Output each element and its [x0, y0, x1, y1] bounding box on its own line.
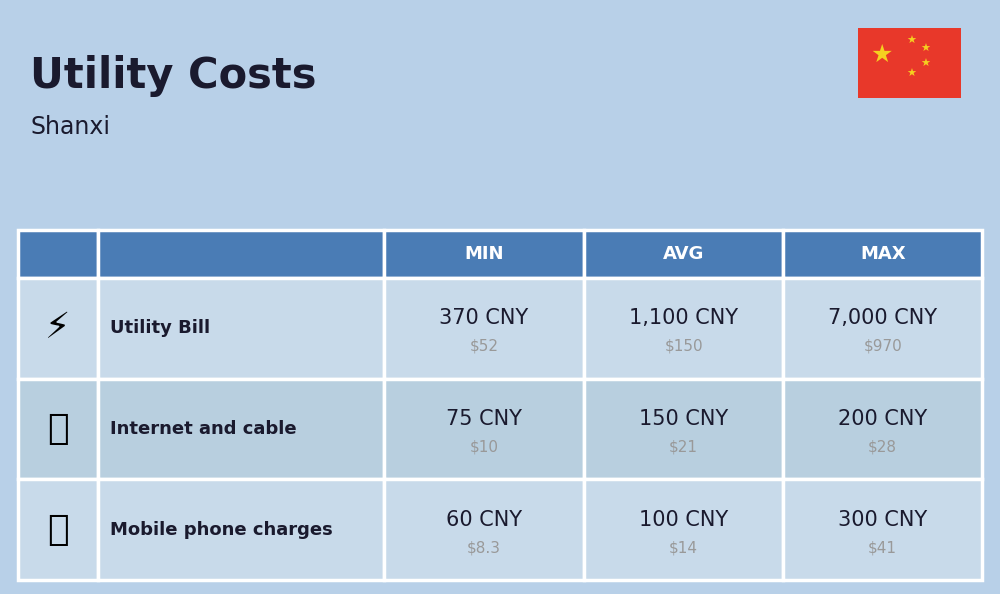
Bar	[384, 230, 584, 278]
Bar	[98, 278, 384, 378]
Text: $8.3: $8.3	[467, 541, 501, 555]
Text: Shanxi: Shanxi	[30, 115, 110, 139]
Text: ★: ★	[920, 44, 930, 54]
Bar	[98, 378, 384, 479]
Bar	[584, 378, 783, 479]
Text: $10: $10	[470, 440, 499, 454]
Text: Utility Costs: Utility Costs	[30, 55, 316, 97]
Text: 1,100 CNY: 1,100 CNY	[629, 308, 738, 328]
Text: 7,000 CNY: 7,000 CNY	[828, 308, 937, 328]
Text: $28: $28	[868, 440, 897, 454]
Bar	[384, 378, 584, 479]
Bar	[18, 278, 98, 378]
Text: MIN: MIN	[464, 245, 504, 263]
Text: $21: $21	[669, 440, 698, 454]
Bar	[384, 479, 584, 580]
Bar	[18, 230, 98, 278]
Text: $14: $14	[669, 541, 698, 555]
Text: 75 CNY: 75 CNY	[446, 409, 522, 429]
Text: Utility Bill: Utility Bill	[110, 320, 210, 337]
Bar	[783, 230, 982, 278]
Bar	[783, 278, 982, 378]
Text: $970: $970	[863, 339, 902, 354]
Text: 60 CNY: 60 CNY	[446, 510, 522, 530]
Text: MAX: MAX	[860, 245, 906, 263]
Text: 100 CNY: 100 CNY	[639, 510, 728, 530]
Bar	[18, 479, 98, 580]
Text: Mobile phone charges: Mobile phone charges	[110, 521, 333, 539]
Text: 📱: 📱	[47, 513, 69, 546]
Text: $150: $150	[664, 339, 703, 354]
Text: 📶: 📶	[47, 412, 69, 446]
Text: ⚡: ⚡	[45, 311, 71, 345]
Text: AVG: AVG	[663, 245, 704, 263]
Bar	[98, 479, 384, 580]
Text: $52: $52	[470, 339, 499, 354]
Text: ★: ★	[907, 68, 917, 78]
Bar	[858, 28, 961, 98]
Text: 150 CNY: 150 CNY	[639, 409, 728, 429]
Bar	[783, 479, 982, 580]
Bar	[18, 378, 98, 479]
Text: 200 CNY: 200 CNY	[838, 409, 927, 429]
Text: 370 CNY: 370 CNY	[439, 308, 529, 328]
Bar	[98, 230, 384, 278]
Text: 300 CNY: 300 CNY	[838, 510, 927, 530]
Bar	[584, 230, 783, 278]
Bar	[384, 278, 584, 378]
Text: ★: ★	[871, 43, 893, 67]
Text: ★: ★	[920, 59, 930, 69]
Text: ★: ★	[907, 36, 917, 46]
Bar	[783, 378, 982, 479]
Bar	[584, 278, 783, 378]
Bar	[584, 479, 783, 580]
Text: $41: $41	[868, 541, 897, 555]
Text: Internet and cable: Internet and cable	[110, 420, 297, 438]
